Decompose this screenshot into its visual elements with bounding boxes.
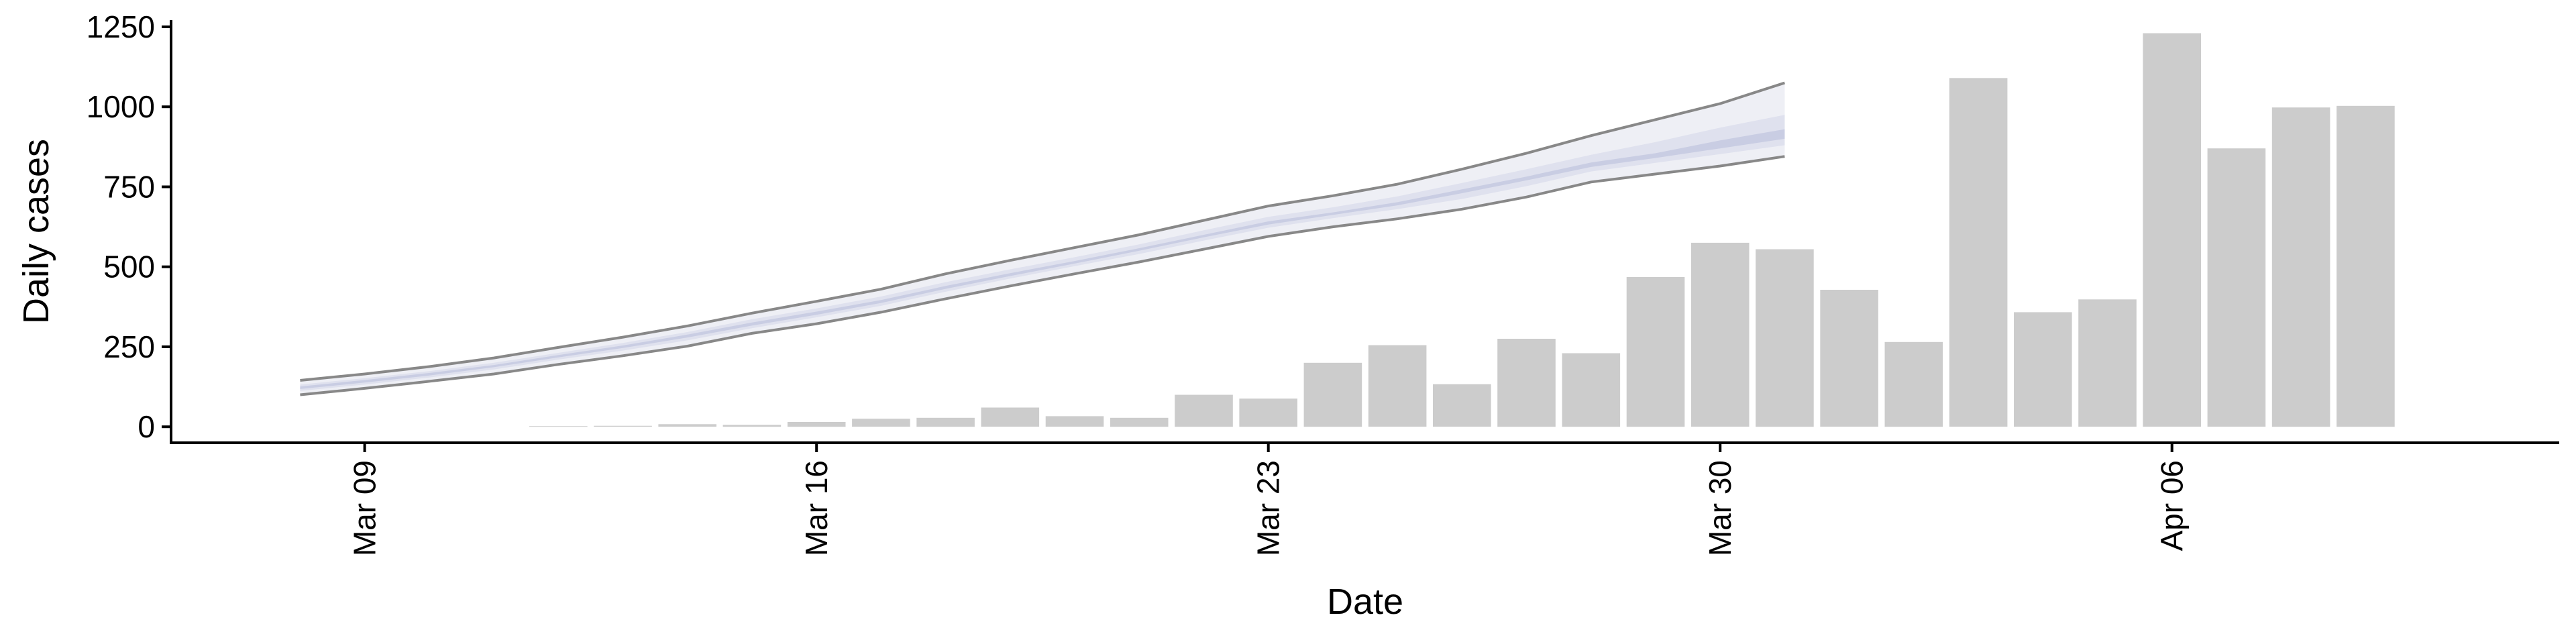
x-tick-layer: Mar 09 Mar 16 Mar 23 Mar 30 Apr 06 — [347, 443, 2190, 556]
bar — [1497, 339, 1556, 427]
bar — [2337, 105, 2395, 427]
bar — [1433, 384, 1491, 427]
y-tick-label: 250 — [103, 329, 155, 364]
bar — [2143, 33, 2201, 427]
bar — [1303, 362, 1362, 427]
bar — [787, 422, 846, 427]
upper-bound-line — [300, 81, 1786, 382]
bar — [916, 417, 975, 427]
bar — [1175, 394, 1233, 427]
bar — [2014, 312, 2072, 427]
bar — [852, 419, 910, 427]
bar — [1884, 341, 1943, 427]
bar — [2078, 299, 2137, 427]
bar — [1756, 249, 1814, 427]
bar — [1690, 242, 1750, 427]
bar — [2271, 107, 2330, 427]
bar — [2207, 148, 2266, 427]
bar — [981, 407, 1040, 427]
forecast-band-layer — [300, 81, 1786, 396]
bar — [1562, 353, 1621, 427]
bar — [1626, 277, 1685, 427]
y-axis-title: Daily cases — [16, 139, 56, 324]
x-tick-label: Mar 16 — [799, 460, 834, 556]
bar — [722, 425, 782, 427]
x-axis-title: Date — [1327, 582, 1403, 622]
bar-layer — [529, 33, 2395, 427]
bar — [594, 425, 652, 427]
bar — [1045, 416, 1104, 427]
lower-bound-line — [300, 155, 1785, 396]
x-tick-label: Mar 30 — [1703, 460, 1737, 556]
y-tick-label: 0 — [138, 409, 155, 444]
x-tick-label: Apr 06 — [2155, 460, 2190, 551]
bar — [1820, 290, 1878, 427]
bar — [1949, 78, 2008, 427]
y-tick-label: 1250 — [87, 9, 155, 44]
bar — [529, 426, 588, 427]
x-tick-label: Mar 23 — [1251, 460, 1286, 556]
bar — [1368, 345, 1427, 427]
y-tick-label: 750 — [103, 170, 155, 205]
bar — [658, 424, 716, 427]
y-tick-label: 500 — [103, 250, 155, 284]
bar — [1239, 398, 1297, 427]
bar — [1110, 417, 1169, 427]
x-tick-label: Mar 09 — [347, 460, 382, 556]
axis-layer — [170, 20, 2559, 444]
band-outer-2 — [300, 94, 1785, 393]
y-tick-layer: 0 250 500 750 1000 1250 — [87, 9, 171, 444]
y-tick-label: 1000 — [87, 89, 155, 124]
band-outer — [300, 83, 1785, 395]
